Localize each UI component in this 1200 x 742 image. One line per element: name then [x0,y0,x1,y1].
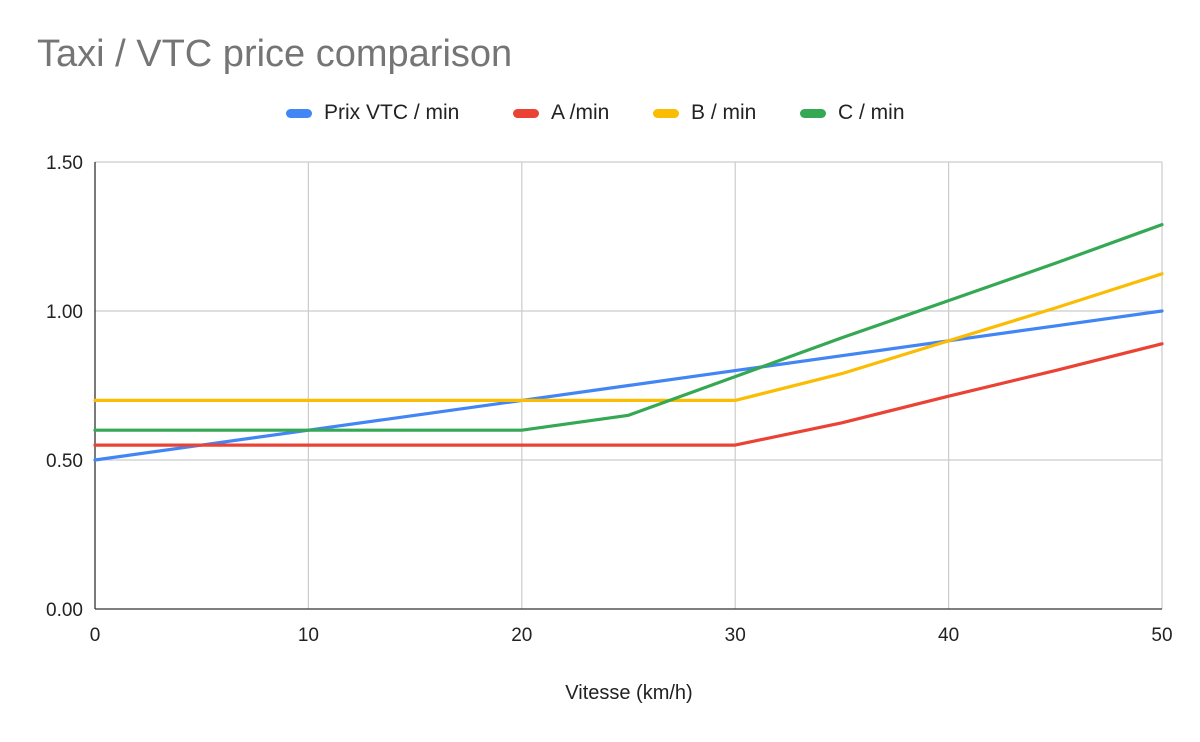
legend-swatch-prix-vtc [286,108,312,118]
series-line-2 [93,272,1164,402]
legend-label-prix-vtc: Prix VTC / min [324,101,460,124]
legend-item-a[interactable]: A /min [513,99,609,127]
x-axis-title: Vitesse (km/h) [565,682,692,704]
y-tick-label: 1.50 [46,153,83,174]
chart-title: Taxi / VTC price comparison [37,33,513,75]
legend-label-a: A /min [551,101,610,124]
axes [94,162,1162,610]
x-tick-label: 10 [298,625,319,646]
series-line-3 [93,223,1164,432]
y-tick-label: 0.00 [46,600,83,621]
series-line-0 [93,309,1164,462]
legend-swatch-a [513,108,539,118]
gridlines [95,161,1163,609]
y-tick-label: 0.50 [46,451,83,472]
legend-item-b[interactable]: B / min [653,99,756,127]
x-tick-label: 30 [725,625,746,646]
legend-label-b: B / min [691,101,757,124]
x-tick-label: 20 [511,625,532,646]
legend-item-prix-vtc[interactable]: Prix VTC / min [286,99,459,127]
x-tick-label: 50 [1151,625,1172,646]
legend-label-c: C / min [838,101,905,124]
legend-swatch-c [800,108,826,118]
series-lines [93,223,1164,462]
y-tick-label: 1.00 [46,302,83,323]
legend: Prix VTC / min A /min B / min C / min [0,99,1200,127]
legend-item-c[interactable]: C / min [800,99,905,127]
tick-labels: 0 10 20 30 40 50 0.00 0.50 1.00 1.50 [46,153,1173,646]
x-tick-label: 0 [90,625,101,646]
legend-swatch-b [653,108,679,118]
x-tick-label: 40 [938,625,959,646]
series-line-1 [93,342,1164,447]
